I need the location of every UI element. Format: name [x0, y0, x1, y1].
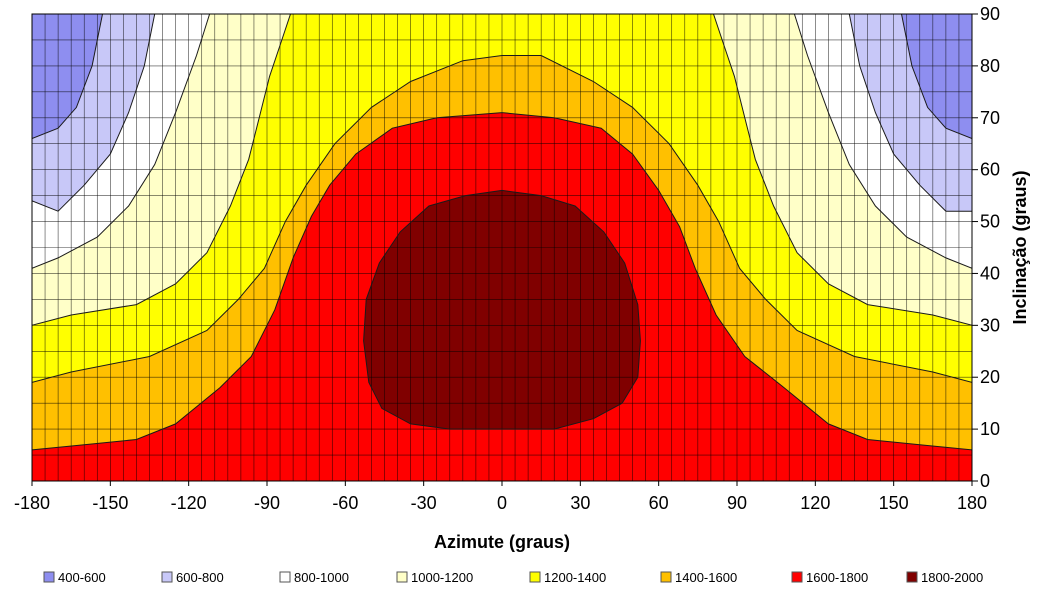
legend-label-1400-1600: 1400-1600: [675, 570, 737, 585]
contour-line-1200: [713, 14, 972, 326]
chart-grid: [32, 14, 972, 481]
contour-line-1200: [32, 14, 291, 326]
y-tick-label: 60: [980, 160, 1000, 180]
legend-label-1600-1800: 1600-1800: [806, 570, 868, 585]
contour-line-800: [848, 14, 972, 212]
x-tick-label: -120: [171, 493, 207, 513]
legend-label-1800-2000: 1800-2000: [921, 570, 983, 585]
y-tick-label: 10: [980, 419, 1000, 439]
y-tick-label: 80: [980, 56, 1000, 76]
contour-line-800: [32, 14, 156, 212]
legend: 400-600 600-800 800-1000 1000-1200 1200-1400…: [43, 570, 983, 585]
legend-label-1000-1200: 1000-1200: [411, 570, 473, 585]
y-tick-label: 50: [980, 212, 1000, 232]
y-tick-label: 70: [980, 108, 1000, 128]
x-tick-label: 150: [879, 493, 909, 513]
y-tick-label: 30: [980, 315, 1000, 335]
y-axis-title: Inclinação (graus): [1010, 170, 1030, 324]
legend-label-800-1000: 800-1000: [294, 570, 349, 585]
legend-swatch-600-800: [161, 571, 173, 583]
x-axis-title: Azimute (graus): [434, 532, 570, 552]
contour-line-1800: [363, 189, 641, 430]
legend-swatch-400-600: [43, 571, 55, 583]
contour-line-1000: [32, 14, 211, 269]
legend-swatch-1200-1400: [529, 571, 541, 583]
region-400-600: [901, 14, 972, 139]
x-tick-label: 180: [957, 493, 987, 513]
contour-lines: [32, 14, 972, 451]
y-tick-label: 0: [980, 471, 990, 491]
y-tick-label: 90: [980, 4, 1000, 24]
x-tick-label: -150: [92, 493, 128, 513]
contour-line-1400: [32, 55, 972, 383]
y-tick-label: 40: [980, 263, 1000, 283]
legend-swatch-1600-1800: [791, 571, 803, 583]
x-tick-label: 30: [570, 493, 590, 513]
x-tick-label: 120: [800, 493, 830, 513]
region-400-600: [32, 14, 103, 139]
axes: -180 -150 -120 -90 -60 -30 0 30 60 90 120 150 180010…: [14, 4, 1000, 513]
y-tick-label: 20: [980, 367, 1000, 387]
x-tick-label: -90: [254, 493, 280, 513]
contour-line-600: [32, 14, 103, 139]
x-tick-label: -180: [14, 493, 50, 513]
legend-swatch-800-1000: [279, 571, 291, 583]
x-tick-label: 90: [727, 493, 747, 513]
x-tick-label: -60: [332, 493, 358, 513]
contour-line-1600: [32, 112, 972, 451]
legend-swatch-1400-1600: [660, 571, 672, 583]
x-tick-label: 0: [497, 493, 507, 513]
contour-line-1000: [793, 14, 972, 269]
legend-label-1200-1400: 1200-1400: [544, 570, 606, 585]
legend-label-400-600: 400-600: [58, 570, 106, 585]
contour-line-600: [901, 14, 972, 139]
legend-swatch-1000-1200: [396, 571, 408, 583]
x-tick-label: -30: [411, 493, 437, 513]
legend-swatch-1800-2000: [906, 571, 918, 583]
legend-label-600-800: 600-800: [176, 570, 224, 585]
x-tick-label: 60: [649, 493, 669, 513]
